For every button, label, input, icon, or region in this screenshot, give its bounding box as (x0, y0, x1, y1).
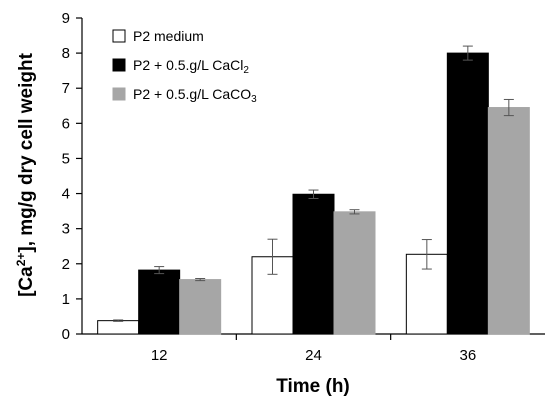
y-tick-label: 1 (62, 291, 70, 308)
bar-cacl2-36h (446, 52, 489, 335)
legend-label-cacl2: P2 + 0.5.g/L CaCl2 (133, 57, 249, 76)
error-bars-group (113, 45, 514, 322)
bar-p2-medium-12h (97, 320, 140, 335)
bar-cacl2-12h (138, 269, 181, 335)
bars-group (97, 52, 530, 335)
legend: P2 medium P2 + 0.5.g/L CaCl2 P2 + 0.5.g/… (112, 28, 257, 105)
y-axis-ticks: 0 1 2 3 4 5 6 7 8 9 (62, 10, 82, 343)
legend-label-caco3: P2 + 0.5.g/L CaCO3 (133, 86, 257, 105)
y-tick-label: 7 (62, 80, 70, 97)
y-tick-label: 5 (62, 150, 70, 167)
x-tick-label: 36 (459, 347, 476, 364)
y-tick-label: 0 (62, 326, 70, 343)
legend-swatch-p2-medium (112, 29, 126, 43)
bar-caco3-12h (179, 279, 222, 335)
y-tick-label: 3 (62, 221, 70, 238)
y-tick-label: 6 (62, 115, 70, 132)
y-tick-label: 4 (62, 186, 70, 203)
x-tick-label: 12 (151, 347, 168, 364)
legend-label-p2-medium: P2 medium (133, 28, 204, 44)
legend-swatch-cacl2 (112, 58, 126, 72)
y-tick-label: 8 (62, 45, 70, 62)
bar-caco3-36h (487, 107, 530, 335)
y-axis-title: [Ca2+], mg/g dry cell weight (14, 52, 37, 297)
x-tick-label: 24 (305, 347, 322, 364)
x-axis-ticks: 12 24 36 (151, 334, 476, 364)
legend-swatch-caco3 (112, 87, 126, 101)
bar-cacl2-24h (292, 193, 335, 335)
bar-caco3-24h (333, 211, 376, 335)
x-axis-title: Time (h) (276, 376, 350, 397)
y-tick-label: 9 (62, 10, 70, 27)
y-tick-label: 2 (62, 256, 70, 273)
